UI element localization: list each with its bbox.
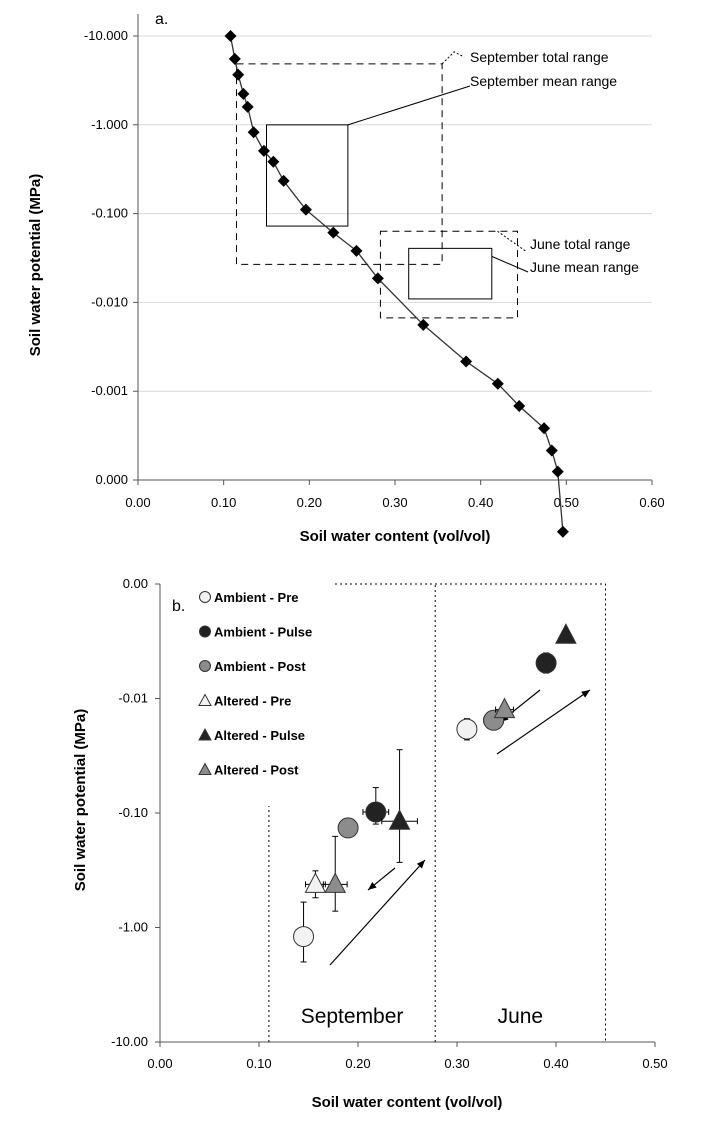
y-tick-label: 0.00 [123, 576, 148, 591]
data-point [224, 30, 237, 42]
leader-line [441, 51, 465, 65]
data-point [350, 244, 363, 257]
data-point [299, 203, 312, 216]
data-point [456, 718, 478, 740]
y-tick-label: -0.001 [91, 383, 128, 398]
legend-label: Ambient - Pulse [214, 625, 312, 640]
data-point [232, 68, 245, 81]
y-tick-label: -0.100 [91, 206, 128, 221]
annotation-text: June mean range [530, 259, 639, 275]
x-axis-title: Soil water content (vol/vol) [312, 1094, 503, 1111]
x-tick-label: 0.20 [345, 1056, 370, 1071]
leader-line [347, 85, 471, 126]
annotation-text: June total range [530, 236, 631, 252]
x-tick-label: 0.20 [297, 495, 322, 510]
y-axis-title: Soil water potential (MPa) [72, 709, 89, 892]
trend-arrow [329, 859, 426, 966]
data-point [304, 872, 327, 893]
data-point [556, 525, 569, 538]
x-tick-label: 0.10 [211, 495, 236, 510]
range-box [408, 247, 493, 300]
x-tick-label: 0.00 [147, 1056, 172, 1071]
x-tick-label: 0.40 [468, 495, 493, 510]
arrow-head [416, 860, 425, 869]
y-tick-label: -0.10 [118, 805, 148, 820]
arrow-head [368, 882, 377, 890]
trend-arrow [496, 689, 591, 755]
data-point [460, 355, 473, 368]
data-point [551, 465, 564, 478]
x-tick-label: 0.40 [543, 1056, 568, 1071]
data-point [417, 318, 430, 331]
x-tick-label: 0.50 [642, 1056, 667, 1071]
x-tick-label: 0.00 [125, 495, 150, 510]
x-tick-label: 0.50 [554, 495, 579, 510]
region-border [335, 583, 606, 1042]
leader-line [491, 255, 529, 273]
range-box [379, 230, 519, 319]
panel-label: a. [155, 11, 168, 28]
data-point [371, 272, 384, 285]
region-label: September [301, 1005, 404, 1028]
data-point [257, 144, 270, 157]
legend-marker [198, 727, 212, 741]
data-point [545, 444, 558, 457]
panel-b: 0.00 -0.01 -0.10 -1.00 -10.00 0.00 0.10 0.20 0.3… [72, 576, 668, 1111]
legend-label: Ambient - Post [214, 659, 306, 674]
y-tick-label: -1.00 [118, 920, 148, 935]
range-box [266, 124, 349, 227]
data-point [388, 809, 411, 830]
y-tick-label: -1.000 [91, 117, 128, 132]
panel-a: -10.000 -1.000 -0.100 -0.010 -0.001 0.000 0.00… [27, 11, 665, 545]
range-box [236, 63, 443, 265]
data-point [491, 377, 504, 390]
data-point [228, 52, 241, 65]
data-point [365, 801, 387, 823]
data-point [247, 126, 260, 139]
y-tick-label: -0.010 [91, 294, 128, 309]
data-point [267, 155, 280, 168]
legend-label: Altered - Pulse [214, 728, 305, 743]
legend-marker [199, 660, 211, 672]
y-axis-title: Soil water potential (MPa) [27, 174, 44, 357]
data-point [277, 174, 290, 187]
x-axis-title: Soil water content (vol/vol) [300, 528, 491, 545]
y-tick-label: -10.00 [111, 1034, 148, 1049]
legend-marker [199, 591, 211, 603]
y-tick-label: -0.01 [118, 691, 148, 706]
legend-label: Altered - Pre [214, 694, 291, 709]
leader-line [497, 230, 526, 252]
legend-label: Ambient - Pre [214, 590, 299, 605]
data-point [493, 697, 516, 719]
x-tick-label: 0.60 [639, 495, 664, 510]
data-point [555, 623, 577, 644]
annotation-text: September total range [470, 49, 609, 65]
region-label: June [498, 1005, 544, 1028]
data-point [324, 872, 347, 893]
x-tick-label: 0.10 [246, 1056, 271, 1071]
data-point [513, 400, 526, 412]
data-point [337, 817, 359, 839]
data-point [237, 87, 250, 100]
legend-marker [198, 762, 212, 775]
y-tick-label: -10.000 [84, 28, 128, 43]
arrow-head [581, 690, 590, 698]
data-point [327, 226, 340, 239]
series-line [229, 35, 564, 532]
legend-label: Altered - Post [214, 763, 299, 778]
x-tick-label: 0.30 [444, 1056, 469, 1071]
legend-marker [198, 693, 212, 706]
data-point [293, 926, 315, 948]
x-tick-label: 0.30 [382, 495, 407, 510]
panel-label: b. [172, 598, 185, 615]
annotation-text: September mean range [470, 73, 617, 89]
y-tick-label: 0.000 [95, 472, 128, 487]
data-point [535, 652, 557, 674]
data-point [241, 100, 254, 113]
data-point [538, 422, 551, 435]
legend-marker [199, 625, 211, 638]
